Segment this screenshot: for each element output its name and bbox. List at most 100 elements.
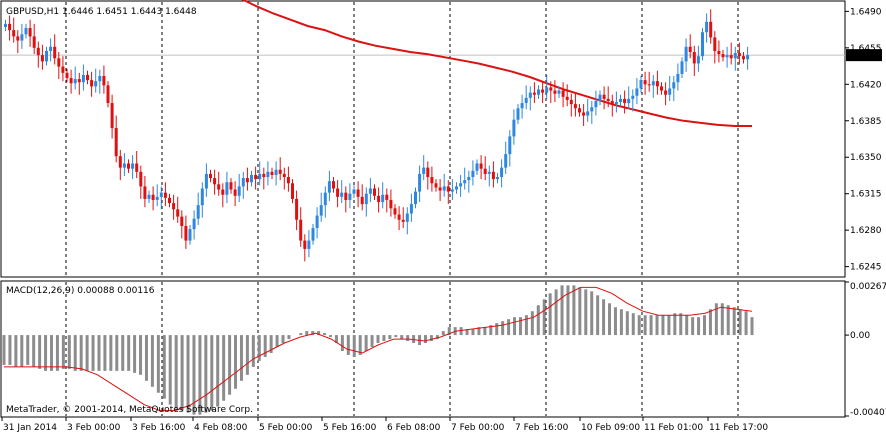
candle-body-34 bbox=[143, 186, 147, 199]
candle-body-52 bbox=[217, 184, 221, 190]
candle-body-7 bbox=[32, 36, 36, 48]
candle-body-16 bbox=[69, 78, 73, 84]
macd-signal-layer bbox=[4, 286, 753, 412]
candle-body-99 bbox=[409, 204, 413, 214]
candle-body-80 bbox=[332, 181, 335, 189]
candle-body-36 bbox=[151, 194, 155, 200]
candle-body-42 bbox=[176, 209, 180, 217]
candle-body-134 bbox=[553, 90, 557, 94]
candle-body-118 bbox=[487, 171, 491, 174]
price-tick-label-1: 1.6455 bbox=[850, 44, 882, 54]
macd-histogram bbox=[2, 285, 754, 415]
candle-body-29 bbox=[122, 163, 126, 168]
candle-body-59 bbox=[245, 178, 249, 183]
price-tick-label-4: 1.6350 bbox=[850, 153, 882, 163]
candle-body-178 bbox=[733, 53, 737, 59]
candle-body-10 bbox=[45, 50, 48, 62]
macd-panel[interactable]: 0.00267 0.00 -0.00407 MACD(12,26,9) 0.0008… bbox=[0, 280, 886, 418]
candle-body-155 bbox=[639, 80, 643, 89]
candle-body-170 bbox=[701, 32, 704, 57]
candle-body-113 bbox=[467, 177, 471, 181]
candle-body-50 bbox=[209, 173, 212, 179]
candle-body-115 bbox=[475, 163, 479, 171]
time-tick-label-8: 7 Feb 16:00 bbox=[515, 423, 569, 433]
price-panel[interactable]: 1.6490 1.6455 1.6420 1.6385 1.6350 1.6315 1.62… bbox=[0, 0, 882, 278]
candle-body-110 bbox=[455, 186, 458, 190]
candle-body-107 bbox=[442, 186, 446, 191]
current-price-label: 1.6448 bbox=[849, 51, 881, 61]
candle-body-91 bbox=[377, 195, 381, 203]
macd-signal-line bbox=[4, 286, 753, 412]
candle-body-67 bbox=[278, 169, 282, 174]
candle-body-13 bbox=[57, 58, 61, 67]
candle-body-73 bbox=[303, 240, 307, 249]
candle-body-93 bbox=[385, 194, 389, 200]
candle-body-19 bbox=[81, 74, 85, 83]
candles-layer bbox=[4, 9, 750, 262]
candle-body-167 bbox=[688, 46, 692, 53]
candle-body-83 bbox=[344, 192, 348, 200]
candle-body-132 bbox=[545, 87, 549, 93]
candle-body-100 bbox=[414, 191, 417, 205]
candle-body-48 bbox=[200, 188, 204, 206]
candle-body-66 bbox=[274, 169, 278, 175]
candle-body-151 bbox=[623, 98, 627, 104]
candle-body-165 bbox=[680, 61, 684, 74]
candle-body-137 bbox=[565, 96, 569, 100]
candle-body-116 bbox=[479, 163, 483, 169]
candle-body-88 bbox=[364, 193, 368, 205]
candle-body-103 bbox=[426, 167, 430, 178]
candle-body-74 bbox=[307, 240, 311, 249]
candle-body-172 bbox=[709, 21, 713, 38]
candle-body-174 bbox=[717, 50, 721, 55]
candle-body-121 bbox=[500, 167, 504, 178]
candle-body-163 bbox=[672, 82, 676, 89]
candle-body-159 bbox=[655, 81, 659, 87]
candle-body-2 bbox=[12, 30, 16, 37]
candle-body-156 bbox=[643, 80, 647, 85]
candle-body-27 bbox=[114, 128, 118, 157]
candle-body-82 bbox=[340, 192, 344, 197]
candle-body-21 bbox=[90, 80, 94, 87]
candle-body-171 bbox=[705, 21, 709, 33]
price-axis: 1.6490 1.6455 1.6420 1.6385 1.6350 1.6315 1.62… bbox=[845, 7, 882, 273]
candle-body-60 bbox=[250, 174, 253, 183]
price-tick-label-6: 1.6280 bbox=[850, 226, 882, 236]
candle-body-127 bbox=[524, 97, 528, 104]
candle-body-6 bbox=[28, 28, 32, 37]
time-tick-label-9: 10 Feb 09:00 bbox=[581, 423, 640, 433]
candle-body-53 bbox=[221, 189, 225, 195]
candle-body-105 bbox=[434, 183, 438, 188]
candle-body-154 bbox=[635, 88, 639, 96]
macd-tick-label-2: -0.00407 bbox=[850, 408, 886, 418]
candle-body-55 bbox=[229, 182, 233, 190]
candle-body-149 bbox=[614, 102, 618, 105]
price-panel-frame bbox=[0, 0, 846, 278]
candle-body-45 bbox=[188, 229, 192, 241]
candle-body-89 bbox=[368, 188, 372, 194]
candle-body-18 bbox=[77, 79, 81, 83]
candle-body-124 bbox=[512, 119, 516, 137]
candle-body-76 bbox=[315, 215, 319, 229]
candle-body-97 bbox=[401, 219, 405, 222]
candle-body-44 bbox=[184, 225, 188, 241]
candle-body-147 bbox=[606, 98, 610, 101]
candle-body-145 bbox=[598, 94, 602, 101]
candle-body-1 bbox=[8, 23, 12, 31]
candle-body-164 bbox=[676, 73, 680, 83]
candle-body-5 bbox=[24, 28, 28, 35]
candle-body-122 bbox=[504, 154, 508, 168]
candle-body-23 bbox=[98, 75, 102, 82]
candle-body-9 bbox=[40, 55, 44, 62]
price-tick-label-3: 1.6385 bbox=[850, 117, 882, 127]
candle-body-24 bbox=[102, 75, 106, 86]
candle-body-78 bbox=[323, 192, 327, 206]
candle-body-130 bbox=[537, 89, 540, 95]
candle-body-173 bbox=[713, 37, 717, 51]
candle-body-32 bbox=[135, 163, 139, 172]
candle-body-181 bbox=[746, 55, 750, 60]
candle-body-157 bbox=[647, 84, 651, 86]
candle-body-71 bbox=[295, 198, 299, 220]
time-tick-label-4: 5 Feb 00:00 bbox=[259, 423, 313, 433]
